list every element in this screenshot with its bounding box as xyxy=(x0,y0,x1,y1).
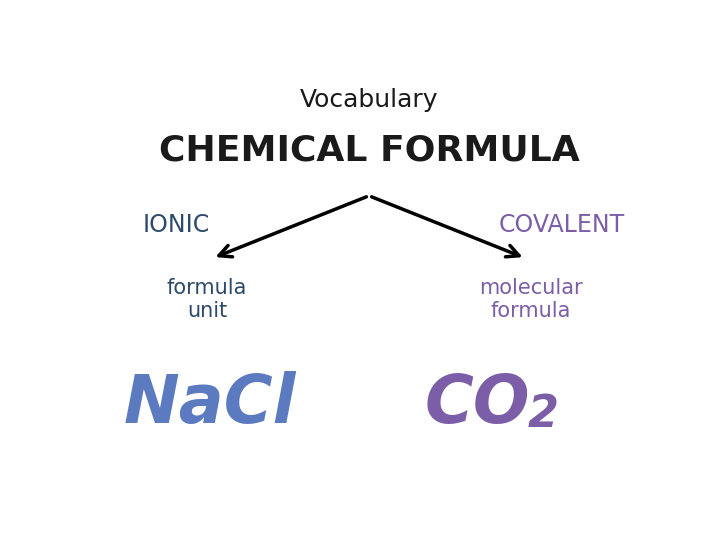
Text: formula
unit: formula unit xyxy=(167,278,248,321)
Text: Vocabulary: Vocabulary xyxy=(300,88,438,112)
Text: CHEMICAL FORMULA: CHEMICAL FORMULA xyxy=(158,133,580,167)
Text: COVALENT: COVALENT xyxy=(498,213,625,237)
Text: IONIC: IONIC xyxy=(143,213,210,237)
Text: molecular
formula: molecular formula xyxy=(479,278,582,321)
Text: NaCl: NaCl xyxy=(124,370,296,437)
Text: 2: 2 xyxy=(528,394,559,436)
Text: CO: CO xyxy=(425,370,531,437)
